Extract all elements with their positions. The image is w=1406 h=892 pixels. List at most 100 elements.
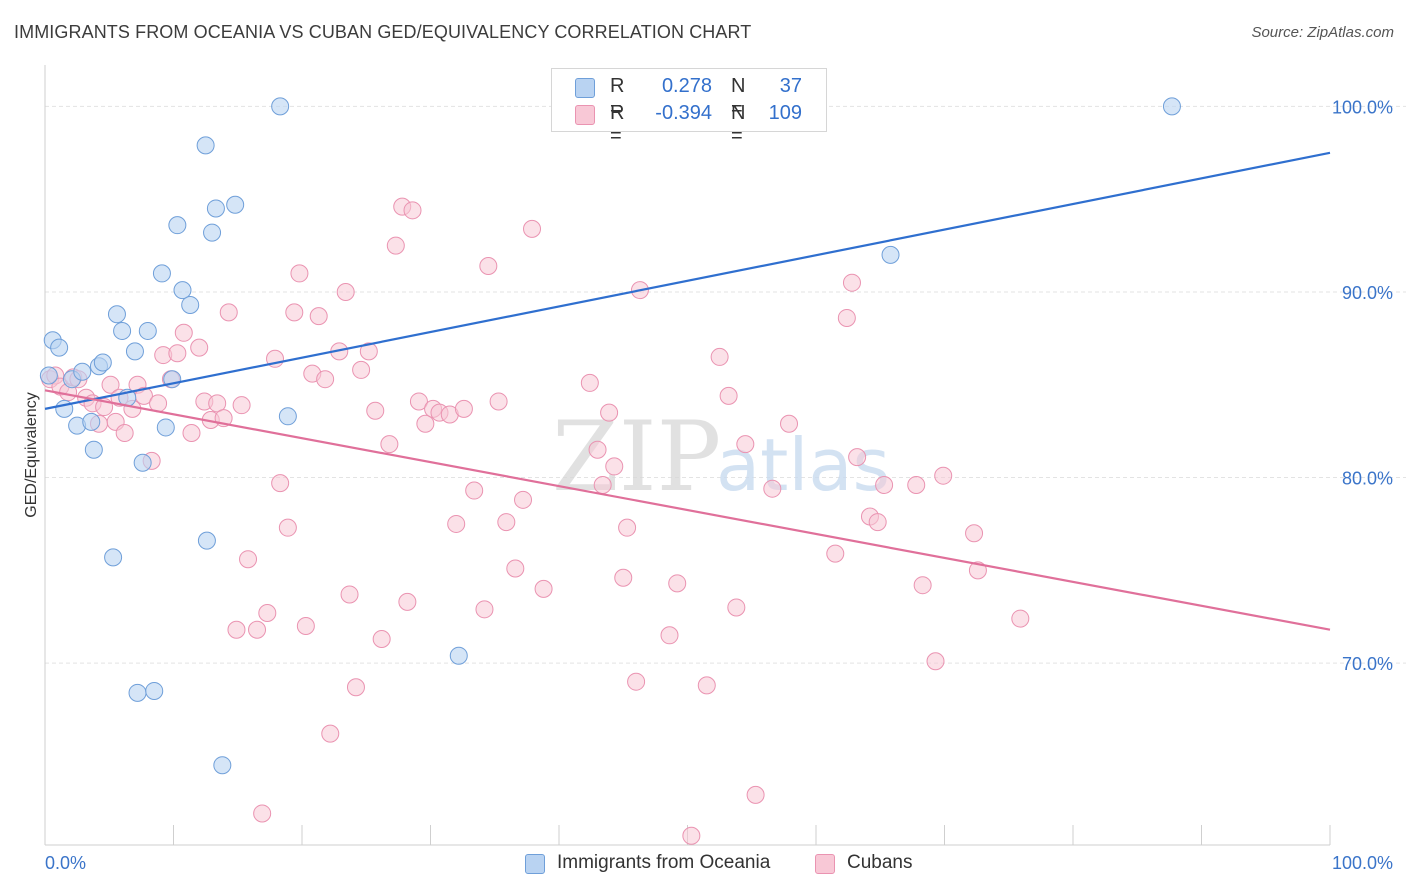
stats-legend: R = 0.278 N = 37 R = -0.394 N = 109 bbox=[551, 68, 827, 147]
data-point-cubans bbox=[668, 574, 687, 593]
data-point-cubans bbox=[372, 630, 391, 649]
source-note: Source: ZipAtlas.com bbox=[1251, 24, 1394, 41]
data-point-cubans bbox=[523, 219, 542, 238]
data-point-oceania bbox=[82, 412, 101, 431]
data-point-cubans bbox=[336, 282, 355, 301]
axis-labels: 100.0% 90.0% 80.0% 70.0% 0.0% 100.0% GED/Equiv… bbox=[23, 97, 1393, 873]
data-point-cubans bbox=[359, 342, 378, 361]
y-tick-label: 70.0% bbox=[1342, 654, 1393, 674]
data-point-cubans bbox=[208, 394, 227, 413]
data-point-cubans bbox=[489, 392, 508, 411]
legend-swatch-blue bbox=[525, 854, 545, 874]
data-point-cubans bbox=[580, 373, 599, 392]
legend-r-label: R = bbox=[610, 75, 625, 120]
data-point-oceania bbox=[138, 321, 157, 340]
gridlines bbox=[45, 105, 1406, 664]
data-point-cubans bbox=[848, 448, 867, 467]
legend-swatch-pink bbox=[575, 105, 595, 125]
data-point-cubans bbox=[605, 457, 624, 476]
data-point-oceania bbox=[50, 338, 69, 357]
data-point-oceania bbox=[203, 223, 222, 242]
data-point-oceania bbox=[181, 295, 200, 314]
legend-n-value: 37 bbox=[779, 75, 802, 97]
data-point-cubans bbox=[403, 201, 422, 220]
data-point-cubans bbox=[115, 424, 134, 443]
legend-r-value: 0.278 bbox=[661, 75, 712, 97]
trend-line-cubans bbox=[44, 389, 1331, 631]
data-point-cubans bbox=[618, 518, 637, 537]
data-point-oceania bbox=[197, 531, 216, 550]
data-point-cubans bbox=[290, 264, 309, 283]
data-point-oceania bbox=[73, 362, 92, 381]
data-point-cubans bbox=[271, 474, 290, 493]
data-point-cubans bbox=[386, 236, 405, 255]
data-point-cubans bbox=[296, 617, 315, 636]
data-point-cubans bbox=[454, 399, 473, 418]
legend-label-oceania: Immigrants from Oceania bbox=[557, 852, 771, 873]
data-point-oceania bbox=[145, 681, 164, 700]
data-point-cubans bbox=[965, 524, 984, 543]
chart-title: IMMIGRANTS FROM OCEANIA VS CUBAN GED/EQU… bbox=[14, 22, 752, 42]
data-point-cubans bbox=[321, 724, 340, 743]
data-point-cubans bbox=[309, 307, 328, 326]
data-point-cubans bbox=[232, 396, 251, 415]
data-point-cubans bbox=[593, 475, 612, 494]
legend-r-label: R = bbox=[610, 102, 625, 147]
data-point-oceania bbox=[128, 683, 147, 702]
data-point-oceania bbox=[113, 321, 132, 340]
data-point-cubans bbox=[182, 424, 201, 443]
data-point-cubans bbox=[913, 576, 932, 595]
data-point-cubans bbox=[278, 518, 297, 537]
legend-swatch-pink bbox=[815, 854, 835, 874]
data-point-cubans bbox=[190, 338, 209, 357]
series-oceania bbox=[39, 97, 1181, 775]
data-point-oceania bbox=[196, 136, 215, 155]
data-point-cubans bbox=[1011, 609, 1030, 628]
trend-lines bbox=[44, 151, 1331, 631]
data-point-cubans bbox=[497, 513, 516, 532]
data-point-cubans bbox=[465, 481, 484, 500]
data-point-cubans bbox=[727, 598, 746, 617]
legend-swatch-blue bbox=[575, 78, 595, 98]
data-point-cubans bbox=[837, 308, 856, 327]
data-point-cubans bbox=[447, 514, 466, 533]
legend-label-cubans: Cubans bbox=[847, 852, 913, 873]
data-point-cubans bbox=[239, 550, 258, 569]
data-point-cubans bbox=[710, 347, 729, 366]
trend-line-oceania bbox=[44, 151, 1331, 410]
x-tick-label: 100.0% bbox=[1332, 853, 1393, 873]
data-point-oceania bbox=[278, 407, 297, 426]
data-point-cubans bbox=[660, 626, 679, 645]
data-point-oceania bbox=[271, 97, 290, 116]
data-point-cubans bbox=[346, 678, 365, 697]
y-tick-label: 90.0% bbox=[1342, 283, 1393, 303]
data-point-oceania bbox=[39, 366, 58, 385]
data-point-oceania bbox=[84, 440, 103, 459]
data-point-cubans bbox=[627, 672, 646, 691]
data-point-cubans bbox=[168, 344, 187, 363]
data-point-cubans bbox=[588, 440, 607, 459]
data-point-cubans bbox=[352, 360, 371, 379]
data-point-cubans bbox=[248, 620, 267, 639]
data-point-cubans bbox=[514, 490, 533, 509]
data-point-cubans bbox=[506, 559, 525, 578]
data-point-oceania bbox=[213, 756, 232, 775]
legend-n-label: N = bbox=[731, 75, 746, 120]
data-point-cubans bbox=[600, 403, 619, 422]
series-cubans bbox=[41, 197, 1030, 845]
data-point-cubans bbox=[934, 466, 953, 485]
data-point-cubans bbox=[174, 323, 193, 342]
watermark-zip: ZIP bbox=[552, 401, 721, 513]
data-point-cubans bbox=[253, 804, 272, 823]
data-point-cubans bbox=[875, 475, 894, 494]
data-point-cubans bbox=[682, 826, 701, 845]
y-axis-label: GED/Equivalency bbox=[23, 392, 40, 517]
data-point-cubans bbox=[842, 273, 861, 292]
y-tick-label: 100.0% bbox=[1332, 97, 1393, 117]
axes bbox=[44, 65, 1331, 846]
data-point-cubans bbox=[475, 600, 494, 619]
data-point-oceania bbox=[133, 453, 152, 472]
data-point-cubans bbox=[285, 303, 304, 322]
legend-r-value: -0.394 bbox=[655, 102, 712, 124]
